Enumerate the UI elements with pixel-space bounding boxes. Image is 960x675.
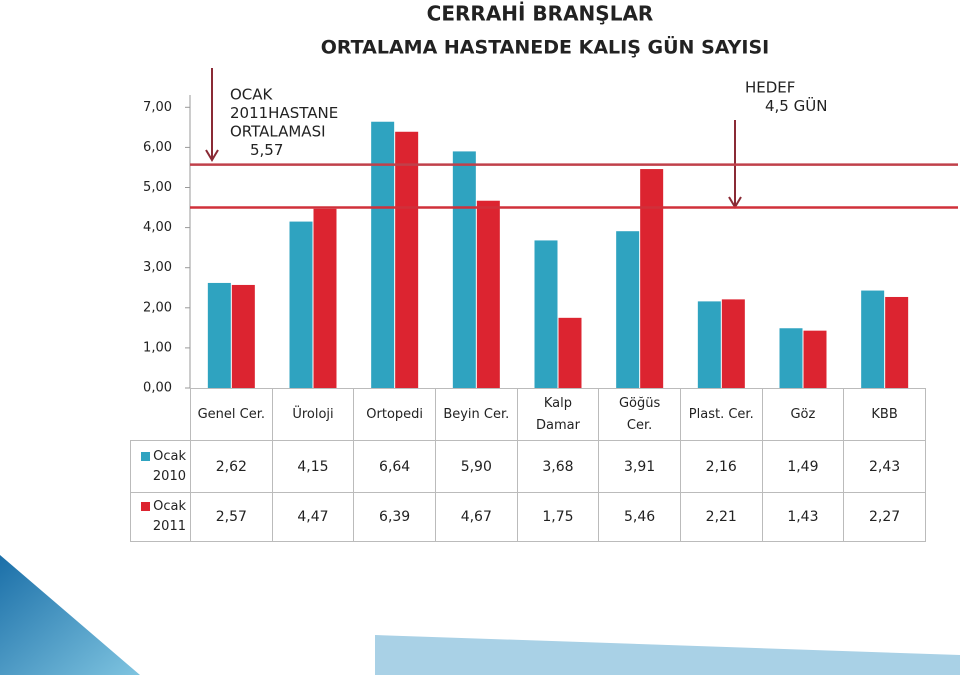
y-tick-label: 4,00 — [143, 220, 172, 235]
bar — [861, 290, 885, 388]
value-label: 4,67 — [434, 492, 518, 542]
value-label: 2,62 — [190, 440, 273, 493]
annotation: 2011HASTANE — [230, 104, 338, 122]
bar — [697, 301, 721, 388]
header-row: Genel Cer. Üroloji Ortopedi Beyin Cer. Kalp … — [131, 388, 926, 441]
legend-label: Ocak 2010 — [152, 448, 186, 484]
bar — [371, 121, 395, 389]
value-label: 2,16 — [679, 440, 763, 493]
category-label: Göz — [761, 388, 845, 441]
value-label: 2,43 — [843, 440, 926, 493]
annotation: ORTALAMASI — [230, 123, 326, 141]
bar — [803, 330, 827, 388]
corner — [131, 389, 191, 441]
decoration — [375, 635, 960, 675]
annotation: 4,5 GÜN — [765, 96, 827, 115]
legend-label: Ocak 2011 — [152, 499, 186, 534]
bar — [231, 284, 255, 388]
data-table: Genel Cer. Üroloji Ortopedi Beyin Cer. Kalp … — [130, 388, 926, 542]
value-label: 3,68 — [516, 440, 600, 493]
annotation: HEDEF — [745, 79, 795, 97]
bar — [289, 221, 313, 388]
bar — [207, 282, 231, 388]
category-label: Göğüs Cer. — [598, 388, 681, 441]
series-row: Ocak 2011 2,57 4,47 6,39 4,67 1,75 5,46 2,21 1,4… — [130, 492, 926, 542]
value-label: 1,75 — [516, 492, 600, 542]
bar — [779, 328, 803, 388]
y-tick-label: 1,00 — [143, 340, 172, 355]
value-label: 3,91 — [598, 440, 681, 493]
category-label: KBB — [843, 388, 926, 441]
category-label: Kalp Damar — [516, 388, 600, 441]
bar — [558, 317, 582, 388]
value-label: 4,47 — [271, 492, 355, 542]
value-label: 4,15 — [271, 440, 355, 493]
bar — [721, 299, 745, 388]
category-label: Beyin Cer. — [434, 388, 518, 441]
value-label: 1,43 — [761, 492, 845, 542]
value-label: 2,57 — [190, 492, 273, 542]
category-label: Üroloji — [271, 388, 355, 441]
legend-cell: Ocak 2010 — [130, 440, 191, 493]
bar — [885, 296, 909, 388]
annotation: 5,57 — [250, 141, 283, 159]
value-label: 2,21 — [679, 492, 763, 542]
value-label: 2,27 — [843, 492, 926, 542]
legend-cell: Ocak 2011 — [130, 492, 191, 542]
chart-title: CERRAHİ BRANŞLAR — [427, 2, 654, 26]
bar — [534, 240, 558, 388]
category-label: Ortopedi — [353, 388, 436, 441]
category-label: Genel Cer. — [190, 388, 273, 441]
decoration — [0, 555, 140, 675]
value-label: 5,46 — [598, 492, 681, 542]
y-tick-label: 7,00 — [143, 100, 172, 115]
bar — [452, 151, 476, 388]
bar — [476, 200, 500, 388]
category-label: Plast. Cer. — [679, 388, 763, 441]
series-row: Ocak 2010 2,62 4,15 6,64 5,90 3,68 3,91 2,16 1,4… — [130, 440, 926, 493]
legend-swatch — [141, 451, 151, 461]
y-tick-label: 2,00 — [143, 300, 172, 315]
bar — [640, 169, 664, 388]
y-tick-label: 5,00 — [143, 180, 172, 195]
value-label: 5,90 — [434, 440, 518, 493]
bar — [395, 131, 419, 389]
y-tick-label: 0,00 — [143, 381, 172, 396]
annotation: OCAK — [230, 86, 274, 104]
bar — [313, 208, 337, 388]
legend-swatch — [141, 502, 151, 511]
value-label: 1,49 — [761, 440, 845, 493]
bar — [616, 231, 640, 388]
arrow-head — [205, 149, 219, 162]
value-label: 6,64 — [353, 440, 436, 493]
value-label: 6,39 — [353, 492, 436, 542]
chart-subtitle: ORTALAMA HASTANEDE KALIŞ GÜN SAYISI — [321, 35, 769, 59]
y-tick-label: 6,00 — [143, 140, 172, 155]
y-tick-label: 3,00 — [143, 260, 172, 275]
